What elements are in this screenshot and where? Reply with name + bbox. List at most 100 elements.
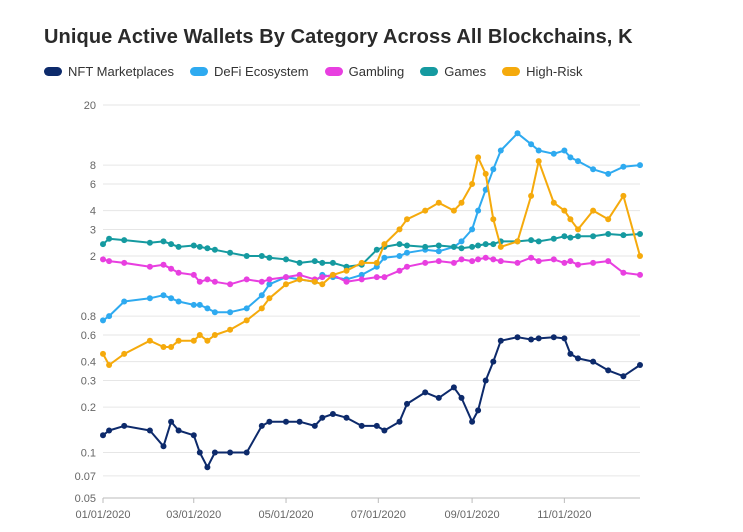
data-point-high-risk [381, 241, 388, 248]
y-tick-label: 20 [84, 100, 96, 112]
data-point-defi-ecosystem [396, 253, 403, 259]
data-point-games [373, 246, 380, 253]
y-tick-label: 4 [90, 206, 96, 218]
data-point-high-risk [100, 350, 106, 357]
y-tick-label: 0.6 [81, 330, 96, 342]
data-point-games [458, 245, 465, 252]
data-point-defi-ecosystem [590, 166, 597, 173]
data-point-high-risk [329, 271, 336, 278]
data-point-high-risk [469, 181, 476, 187]
data-point-gambling [528, 254, 535, 261]
data-point-high-risk [561, 207, 568, 214]
data-point-games [100, 241, 106, 248]
data-point-defi-ecosystem [106, 313, 113, 320]
data-point-nft-marketplaces [590, 358, 597, 365]
data-point-defi-ecosystem [435, 248, 442, 255]
data-point-games [258, 253, 265, 259]
data-point-games [211, 246, 218, 253]
data-point-gambling [243, 276, 250, 283]
data-point-gambling [404, 263, 410, 270]
data-point-gambling [561, 259, 568, 266]
data-point-games [319, 259, 326, 266]
data-point-gambling [258, 278, 265, 285]
data-point-high-risk [160, 344, 167, 350]
data-point-high-risk [422, 207, 429, 214]
legend-swatch [189, 67, 208, 76]
data-point-defi-ecosystem [160, 292, 167, 299]
x-tick-label: 03/01/2020 [166, 509, 221, 521]
legend-label: NFT Marketplaces [68, 64, 174, 79]
data-point-defi-ecosystem [258, 292, 265, 299]
data-point-nft-marketplaces [121, 422, 128, 429]
legend-item-gambling[interactable]: Gambling [324, 64, 404, 79]
legend-item-defi[interactable]: DeFi Ecosystem [189, 64, 309, 79]
data-point-games [311, 258, 318, 265]
data-point-high-risk [211, 332, 218, 338]
data-point-high-risk [373, 259, 380, 266]
data-point-games [575, 233, 581, 240]
data-point-defi-ecosystem [211, 309, 218, 316]
data-point-high-risk [620, 192, 627, 199]
data-point-high-risk [404, 216, 410, 223]
data-point-gambling [567, 258, 574, 265]
data-point-defi-ecosystem [550, 150, 557, 157]
data-point-nft-marketplaces [514, 334, 521, 341]
data-point-gambling [469, 258, 476, 265]
data-point-gambling [204, 276, 211, 283]
data-point-defi-ecosystem [168, 295, 175, 302]
data-point-games [637, 231, 643, 237]
data-point-gambling [381, 274, 388, 281]
data-point-high-risk [590, 207, 597, 214]
data-point-gambling [121, 259, 128, 266]
data-point-gambling [490, 256, 497, 263]
data-point-nft-marketplaces [190, 432, 197, 439]
x-tick-label: 07/01/2020 [351, 509, 406, 521]
data-point-high-risk [435, 199, 442, 206]
data-point-nft-marketplaces [358, 422, 365, 429]
data-point-games [567, 234, 574, 241]
legend-swatch [324, 67, 343, 76]
data-point-gambling [106, 258, 113, 265]
y-tick-label: 0.07 [75, 471, 96, 483]
data-point-games [561, 233, 568, 240]
data-point-high-risk [567, 216, 574, 223]
data-point-nft-marketplaces [450, 384, 457, 391]
series-line-high-risk [102, 156, 641, 366]
data-point-gambling [168, 265, 175, 272]
data-point-games [168, 241, 175, 248]
data-point-defi-ecosystem [497, 147, 504, 154]
data-point-high-risk [146, 337, 153, 344]
data-point-high-risk [121, 350, 128, 357]
data-point-nft-marketplaces [146, 427, 153, 434]
data-point-gambling [590, 259, 597, 266]
data-point-games [605, 231, 612, 237]
data-point-games [204, 245, 211, 252]
data-point-gambling [146, 263, 153, 270]
data-point-high-risk [175, 337, 182, 344]
data-point-nft-marketplaces [296, 418, 303, 425]
data-point-nft-marketplaces [550, 334, 557, 341]
x-tick-label: 05/01/2020 [259, 509, 314, 521]
data-point-nft-marketplaces [266, 418, 273, 425]
data-point-games [243, 253, 250, 259]
data-point-defi-ecosystem [121, 298, 128, 305]
data-point-defi-ecosystem [381, 254, 388, 261]
legend-item-high-risk[interactable]: High-Risk [502, 64, 583, 79]
data-point-high-risk [243, 317, 250, 324]
data-point-gambling [550, 256, 557, 263]
data-point-games [435, 242, 442, 249]
data-point-games [266, 254, 273, 261]
data-point-games [528, 237, 535, 244]
data-point-defi-ecosystem [637, 162, 643, 169]
data-point-games [121, 237, 128, 244]
data-point-gambling [422, 259, 429, 266]
data-point-nft-marketplaces [575, 355, 581, 362]
legend-item-games[interactable]: Games [420, 64, 486, 79]
data-point-gambling [514, 259, 521, 266]
data-point-defi-ecosystem [490, 166, 497, 173]
legend-item-nft[interactable]: NFT Marketplaces [44, 64, 174, 79]
data-point-defi-ecosystem [528, 141, 535, 148]
y-tick-label: 3 [90, 224, 96, 236]
data-point-gambling [435, 258, 442, 265]
data-point-gambling [396, 267, 403, 274]
